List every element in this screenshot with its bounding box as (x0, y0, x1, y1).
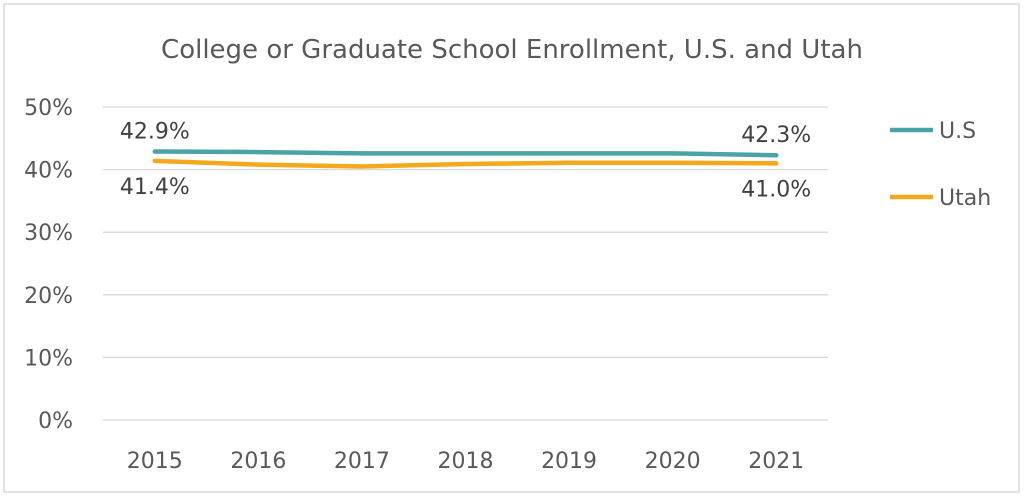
data-label-u-s: 42.9% (120, 119, 190, 144)
data-label-utah: 41.0% (741, 177, 811, 202)
x-tick-label: 2016 (230, 449, 286, 474)
x-tick-label: 2015 (127, 449, 183, 474)
y-tick-label: 50% (24, 96, 73, 121)
x-tick-label: 2021 (748, 449, 804, 474)
gridlines (103, 106, 828, 421)
y-tick-label: 30% (24, 221, 73, 246)
series-lines (152, 149, 779, 169)
data-label-u-s: 42.3% (741, 123, 811, 148)
y-tick-label: 40% (24, 159, 73, 184)
x-axis-tick-labels: 2015 2016 2017 2018 2019 2020 2021 (127, 449, 804, 474)
series-line-utah (152, 158, 779, 169)
y-tick-label: 20% (24, 284, 73, 309)
legend: U.S Utah (890, 119, 991, 211)
x-tick-label: 2019 (541, 449, 597, 474)
y-tick-label: 10% (24, 346, 73, 371)
data-label-utah: 41.4% (120, 175, 190, 200)
y-tick-label: 0% (38, 409, 73, 434)
x-tick-label: 2017 (334, 449, 390, 474)
series-line-u-s (152, 149, 779, 158)
chart-title: College or Graduate School Enrollment, U… (161, 35, 863, 65)
x-tick-label: 2020 (645, 449, 701, 474)
data-labels: 42.9% 42.3% 41.4% 41.0% (120, 119, 811, 202)
legend-label-u-s: U.S (939, 119, 976, 144)
y-axis-tick-labels: 0% 10% 20% 30% 40% 50% (24, 96, 73, 434)
chart-border (3, 3, 1020, 493)
x-tick-label: 2018 (438, 449, 494, 474)
legend-label-utah: Utah (939, 186, 991, 211)
